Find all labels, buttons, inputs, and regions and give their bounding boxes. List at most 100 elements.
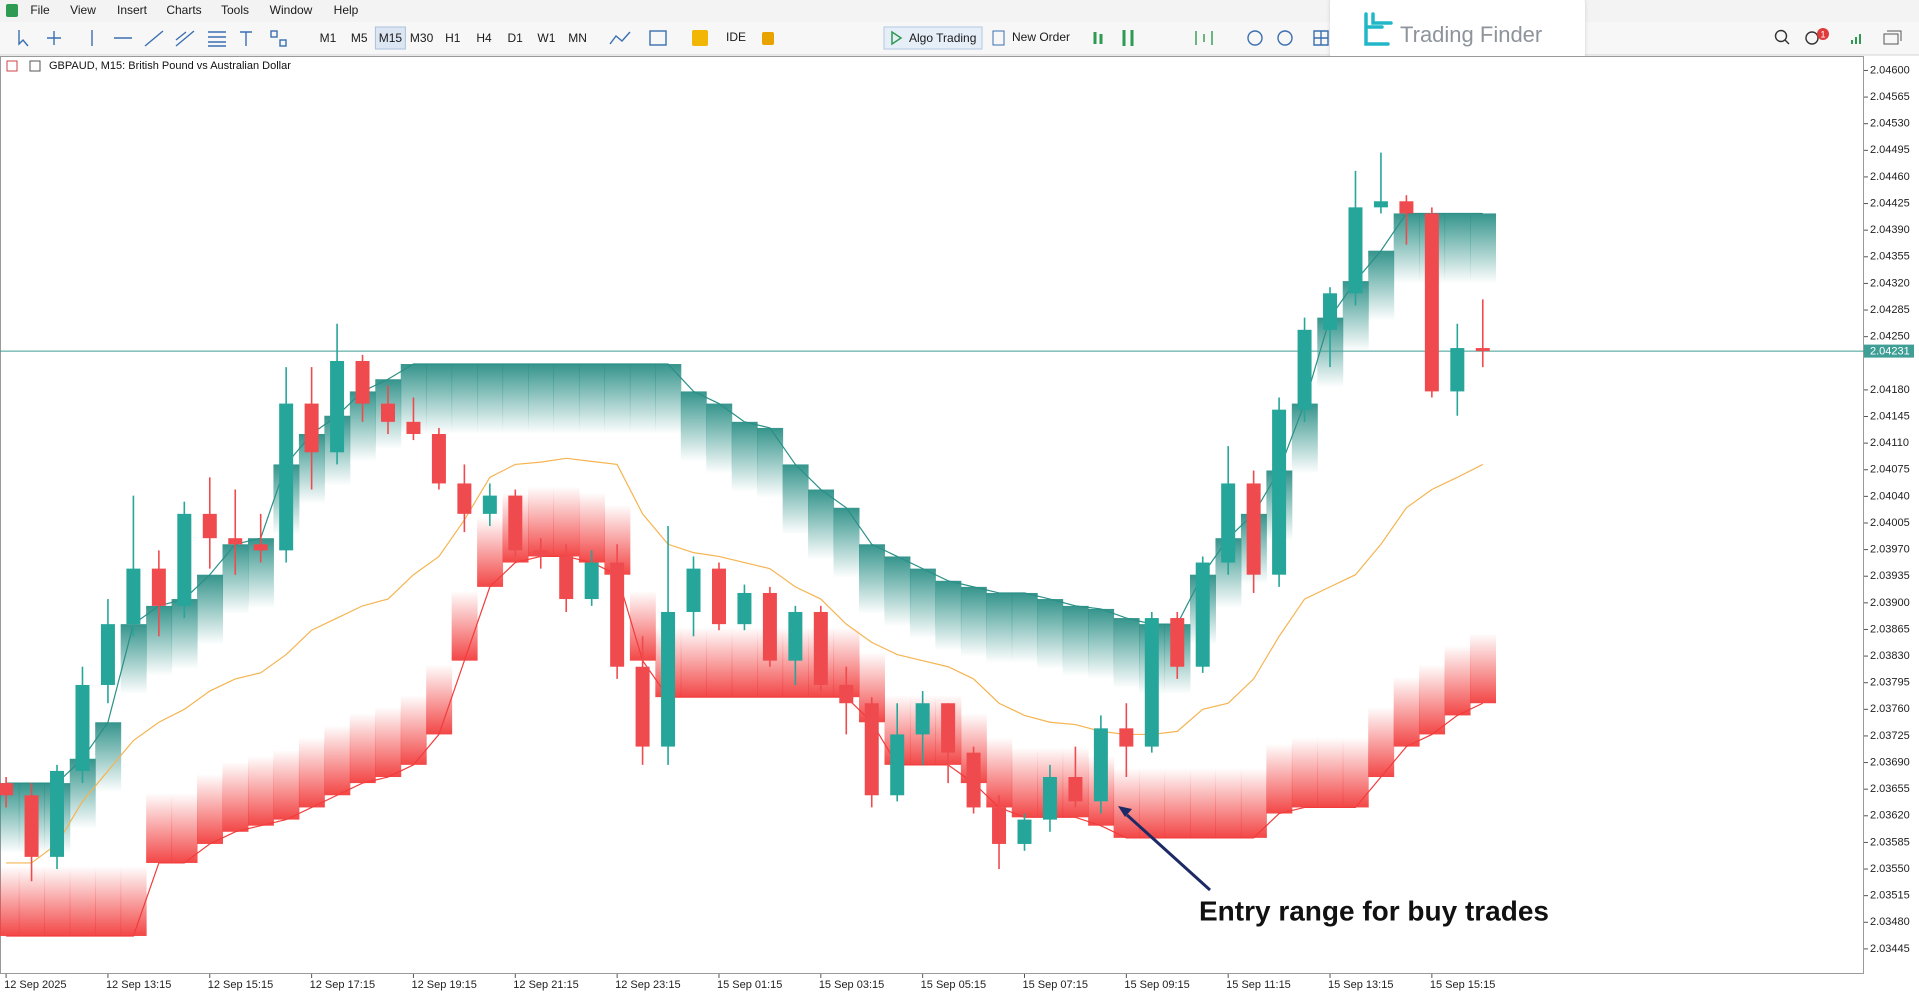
algo-trading-bg[interactable] [883,26,983,50]
x-tick-label: 15 Sep 13:15 [1328,979,1393,991]
search-icon-handle [1784,39,1790,45]
candle-body [406,421,421,434]
crosshair-tool[interactable] [47,31,61,45]
chart-type[interactable] [609,31,631,45]
new-order-button[interactable]: New Order [1012,30,1070,44]
candle-body [1017,819,1032,844]
band-cell [1062,605,1089,676]
search-icon[interactable] [1774,29,1788,43]
candle-body [1119,728,1134,747]
band-cell [629,364,656,435]
zoom-out[interactable] [1277,30,1293,46]
menu-item[interactable]: Window [270,3,313,17]
signal-icon [1851,34,1861,44]
trendline-tool[interactable] [144,30,164,47]
band-cell [680,627,707,698]
shapes-tool[interactable] [270,30,278,38]
text-tool[interactable] [240,31,252,46]
candle-body [1246,483,1261,575]
timeframe-button[interactable]: M5 [351,31,368,45]
y-tick-label: 2.04355 [1870,251,1910,263]
messages-icon[interactable] [1805,31,1819,45]
ide-button[interactable]: IDE [726,30,746,44]
candle-body [559,556,574,600]
menu-item[interactable]: View [70,3,96,17]
candle-body [762,592,777,661]
y-tick-label: 2.03795 [1870,677,1910,689]
menu-item[interactable]: File [30,3,50,17]
timeframe-button[interactable]: H4 [476,31,492,45]
x-tick-label: 15 Sep 11:15 [1226,979,1291,991]
band-cell [1266,743,1293,814]
timeframe-button[interactable]: D1 [508,31,524,45]
y-tick-label: 2.03865 [1870,623,1910,635]
algo-trading-button[interactable]: Algo Trading [909,31,976,45]
candle-body [1424,213,1439,392]
candle-body [381,403,395,422]
window-button[interactable] [1883,30,1902,45]
tile-windows[interactable] [1313,30,1329,46]
band-cell [197,773,224,844]
candle-body [1323,293,1338,330]
market-icon[interactable] [692,30,708,46]
band-cell [1368,707,1395,778]
band-cell [171,792,198,863]
band-cell [935,580,962,651]
band-cell [95,865,122,936]
y-tick-label: 2.04110 [1870,437,1909,449]
candle-body [355,360,370,404]
channel-tool[interactable] [175,30,195,47]
candle-body [126,568,141,625]
candle-body [661,611,676,747]
timeframe-button[interactable]: M1 [320,31,337,45]
band-cell [1470,213,1497,284]
menu-item[interactable]: Insert [117,3,148,17]
logo-text: Trading Finder [1400,22,1542,47]
timeframe-button[interactable]: H1 [445,31,461,45]
cursor-tool[interactable] [18,30,29,47]
candle-body [279,403,294,551]
x-tick-label: 12 Sep 23:15 [615,979,680,991]
zoom-in[interactable] [1247,30,1263,46]
current-price-label: 2.04231 [1870,346,1910,358]
band-cell [426,364,453,435]
candle-body [151,568,166,606]
notification-count: 1 [1820,29,1825,39]
lock-icon[interactable] [762,32,774,45]
chart-title: GBPAUD, M15: British Pound vs Australian… [49,60,291,72]
y-tick-label: 2.03935 [1870,570,1910,582]
band-cell [349,713,376,784]
candle-body [1195,562,1210,667]
timeframe-button[interactable]: W1 [537,31,555,45]
band-cell [375,707,402,778]
band-cell [1444,645,1471,716]
candle-body [50,770,65,857]
toolbar-tools [18,30,1329,47]
timeframe-button[interactable]: MN [568,31,587,45]
axes: 2.04600 2.04565 2.04530 2.04495 2.04460 2.044… [4,64,1914,991]
chart-style-icons[interactable] [1093,30,1134,46]
candle-body [1348,207,1363,294]
timeframe-button[interactable]: M15 [379,31,403,45]
candle-body [813,611,828,685]
band-cell [451,364,478,435]
y-tick-label: 2.03515 [1870,890,1910,902]
y-tick-label: 2.04600 [1870,64,1910,76]
band-line [6,212,1483,784]
depth-market[interactable] [1195,31,1213,45]
menu: File View Insert Charts Tools Window Help [30,3,358,17]
menu-item[interactable]: Help [334,3,359,17]
current-price-box [1864,344,1914,358]
menu-item[interactable]: Charts [166,3,201,17]
candle-body [1221,483,1236,563]
candle-body [1373,201,1388,208]
menu-item[interactable]: Tools [221,3,249,17]
band-cell [1189,767,1216,838]
logo-box [1330,0,1585,66]
band-cell [986,592,1013,663]
band-cell [1470,633,1497,704]
fibo-tool[interactable] [208,31,226,47]
y-tick-label: 2.04425 [1870,197,1910,209]
indicators[interactable] [649,30,667,46]
timeframe-button[interactable]: M30 [410,31,434,45]
